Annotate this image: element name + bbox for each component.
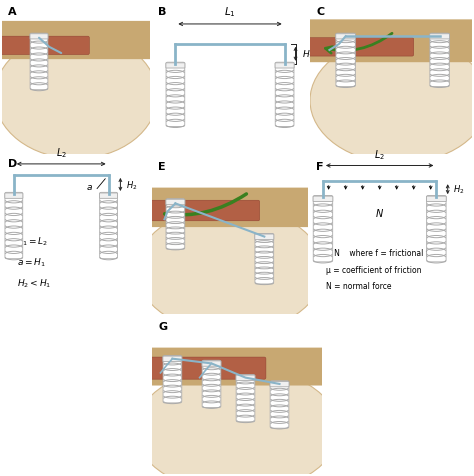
Ellipse shape	[135, 367, 339, 476]
FancyBboxPatch shape	[147, 357, 266, 379]
FancyBboxPatch shape	[336, 35, 356, 40]
FancyBboxPatch shape	[163, 356, 182, 403]
Text: G: G	[159, 321, 168, 331]
FancyBboxPatch shape	[5, 194, 23, 199]
FancyBboxPatch shape	[30, 34, 48, 90]
FancyBboxPatch shape	[336, 34, 356, 88]
FancyBboxPatch shape	[313, 197, 333, 202]
FancyBboxPatch shape	[166, 63, 185, 127]
FancyBboxPatch shape	[152, 188, 308, 228]
Text: $L_1$: $L_1$	[224, 5, 236, 19]
FancyBboxPatch shape	[152, 348, 322, 386]
Text: F: F	[317, 161, 324, 171]
FancyBboxPatch shape	[275, 63, 294, 127]
FancyBboxPatch shape	[430, 35, 449, 40]
Text: B: B	[158, 7, 167, 17]
FancyBboxPatch shape	[255, 234, 273, 284]
Text: $a$: $a$	[86, 182, 93, 191]
FancyBboxPatch shape	[255, 235, 274, 240]
Text: $H_2 < H_1$: $H_2 < H_1$	[17, 277, 51, 289]
Text: N: N	[376, 208, 383, 218]
Text: A: A	[8, 7, 17, 17]
FancyBboxPatch shape	[163, 357, 182, 362]
Text: $a = H_1$: $a = H_1$	[17, 256, 46, 268]
Text: $L_2$: $L_2$	[56, 146, 67, 160]
FancyBboxPatch shape	[202, 361, 221, 367]
FancyBboxPatch shape	[2, 22, 150, 60]
FancyBboxPatch shape	[275, 64, 294, 69]
FancyBboxPatch shape	[147, 201, 260, 221]
Ellipse shape	[0, 34, 157, 159]
FancyBboxPatch shape	[270, 381, 289, 428]
Text: N = normal force: N = normal force	[326, 281, 392, 290]
FancyBboxPatch shape	[236, 375, 255, 381]
FancyBboxPatch shape	[310, 20, 472, 63]
Text: $L_2$: $L_2$	[374, 148, 385, 161]
FancyBboxPatch shape	[270, 382, 289, 387]
FancyBboxPatch shape	[430, 34, 449, 88]
FancyBboxPatch shape	[100, 194, 118, 199]
FancyBboxPatch shape	[166, 200, 185, 205]
FancyBboxPatch shape	[427, 197, 446, 202]
FancyBboxPatch shape	[305, 39, 414, 57]
Text: $H_2$: $H_2$	[126, 179, 138, 191]
FancyBboxPatch shape	[100, 193, 118, 259]
FancyBboxPatch shape	[166, 199, 185, 250]
FancyBboxPatch shape	[5, 193, 23, 259]
Ellipse shape	[310, 39, 474, 164]
FancyBboxPatch shape	[30, 35, 48, 40]
Ellipse shape	[137, 207, 324, 333]
Text: $L_1 = L_2$: $L_1 = L_2$	[17, 236, 47, 248]
FancyBboxPatch shape	[427, 196, 446, 262]
Text: f = μ N    where f = frictional force: f = μ N where f = frictional force	[313, 248, 445, 257]
FancyBboxPatch shape	[166, 64, 185, 69]
Text: μ = coefficient of friction: μ = coefficient of friction	[326, 266, 422, 275]
Text: $H_2$: $H_2$	[453, 184, 464, 196]
FancyBboxPatch shape	[313, 196, 333, 262]
Text: C: C	[317, 7, 325, 17]
FancyBboxPatch shape	[0, 37, 89, 55]
Text: D: D	[8, 158, 17, 168]
FancyBboxPatch shape	[202, 360, 221, 408]
Text: $H_1$: $H_1$	[302, 49, 314, 61]
FancyBboxPatch shape	[236, 375, 255, 422]
Text: E: E	[158, 161, 166, 171]
